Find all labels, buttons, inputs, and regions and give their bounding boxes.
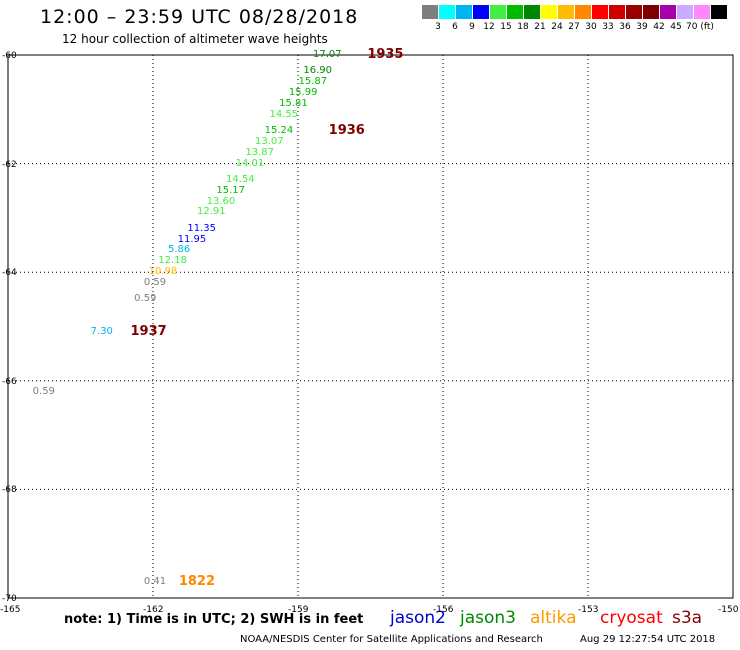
color-scale-label: 3 — [435, 22, 441, 32]
color-scale-label: 6 — [452, 22, 458, 32]
wave-height-label: 12.18 — [158, 255, 187, 267]
pass-time-label: 1822 — [178, 573, 216, 589]
timestamp-text: Aug 29 12:27:54 UTC 2018 — [580, 634, 716, 645]
lat-label: -62 — [2, 159, 17, 170]
lon-label: -162 — [143, 605, 164, 615]
lat-label: -60 — [2, 51, 17, 61]
color-swatch — [575, 5, 591, 19]
wave-height-label: 15.87 — [298, 76, 328, 88]
color-scale-label: 27 — [568, 22, 580, 32]
wave-height-label: 17.07 — [313, 49, 342, 60]
wave-height-label: 13.87 — [245, 146, 274, 158]
legend-s3a: s3a — [672, 608, 703, 628]
wave-height-label: 10.98 — [148, 266, 178, 278]
color-scale-label: 24 — [551, 22, 563, 32]
wave-height-label: 14.54 — [226, 173, 255, 185]
color-swatch — [626, 5, 642, 19]
pass-time-label: 1937 — [130, 323, 167, 339]
wave-height-label: 15.17 — [216, 184, 245, 196]
color-scale-label: 9 — [469, 22, 475, 32]
color-swatch — [677, 5, 693, 19]
color-scale-label: 18 — [517, 22, 529, 32]
wave-height-label: 14.55 — [269, 108, 299, 120]
wave-height-label: 0.59 — [134, 293, 157, 305]
color-swatch — [694, 5, 710, 19]
wave-height-label: 16.90 — [303, 65, 332, 77]
legend-altika: altika — [530, 608, 577, 628]
lon-label: -150 — [718, 605, 739, 615]
color-scale-label: 70 (ft) — [686, 22, 714, 32]
wave-height-label: 13.60 — [206, 195, 236, 207]
lat-label: -70 — [2, 594, 17, 604]
wave-height-label: 15.81 — [279, 97, 308, 109]
wave-height-label: 12.91 — [197, 206, 226, 218]
footer-note: note: 1) Time is in UTC; 2) SWH is in fe… — [64, 612, 364, 627]
wave-height-label: 14.01 — [235, 157, 265, 169]
wave-height-label: 5.86 — [168, 244, 191, 256]
color-scale-label: 12 — [483, 22, 495, 32]
color-swatch — [422, 5, 438, 19]
color-scale-label: 21 — [534, 22, 546, 32]
lon-label: -156 — [433, 605, 454, 615]
pass-time-label: 1936 — [328, 123, 365, 139]
legend-jason3: jason3 — [460, 608, 516, 628]
color-swatch — [660, 5, 676, 19]
wave-height-label: 11.35 — [187, 222, 216, 234]
wave-height-label: 13.07 — [255, 135, 284, 147]
lat-label: -66 — [2, 376, 17, 387]
color-swatch — [558, 5, 574, 19]
wave-height-label: 15.99 — [288, 87, 318, 98]
color-scale-label: 33 — [602, 22, 614, 32]
color-scale-label: 45 — [670, 22, 682, 32]
color-scale-label: 36 — [619, 22, 631, 32]
lon-label: -159 — [288, 605, 309, 615]
wave-height-label: 7.30 — [90, 325, 113, 337]
page-subtitle: 12 hour collection of altimeter wave hei… — [62, 32, 328, 46]
lat-label: -68 — [2, 485, 17, 496]
lat-label: -64 — [2, 268, 17, 279]
color-swatch — [643, 5, 659, 19]
lon-label: -165 — [0, 605, 21, 615]
page-title: 12:00 – 23:59 UTC 08/28/2018 — [40, 6, 359, 28]
lon-label: -153 — [578, 605, 599, 615]
color-scale-label: 39 — [636, 22, 648, 32]
wave-height-label: 15.24 — [264, 125, 294, 137]
wave-height-label: 11.95 — [177, 233, 207, 245]
legend-cryosat: cryosat — [600, 608, 663, 628]
color-swatch — [456, 5, 472, 19]
color-swatch — [592, 5, 608, 19]
color-swatch — [490, 5, 506, 19]
color-scale-label: 15 — [500, 22, 512, 32]
color-swatch — [609, 5, 625, 19]
legend-jason2: jason2 — [390, 608, 446, 628]
wave-height-label: 0.59 — [143, 277, 167, 289]
color-swatch — [507, 5, 523, 19]
wave-height-label: 0.59 — [32, 385, 55, 397]
color-scale-label: 42 — [653, 22, 665, 32]
wave-height-label: 0.41 — [143, 575, 167, 587]
color-swatch — [473, 5, 489, 19]
color-swatch — [711, 5, 727, 19]
color-swatch — [439, 5, 455, 19]
grid-lines — [7, 54, 734, 599]
map-border — [7, 54, 734, 599]
color-swatch — [541, 5, 557, 19]
pass-time-label: 1935 — [367, 47, 404, 62]
credit-text: NOAA/NESDIS Center for Satellite Applica… — [240, 634, 543, 645]
color-scale-label: 30 — [585, 22, 597, 32]
color-swatch — [524, 5, 540, 19]
